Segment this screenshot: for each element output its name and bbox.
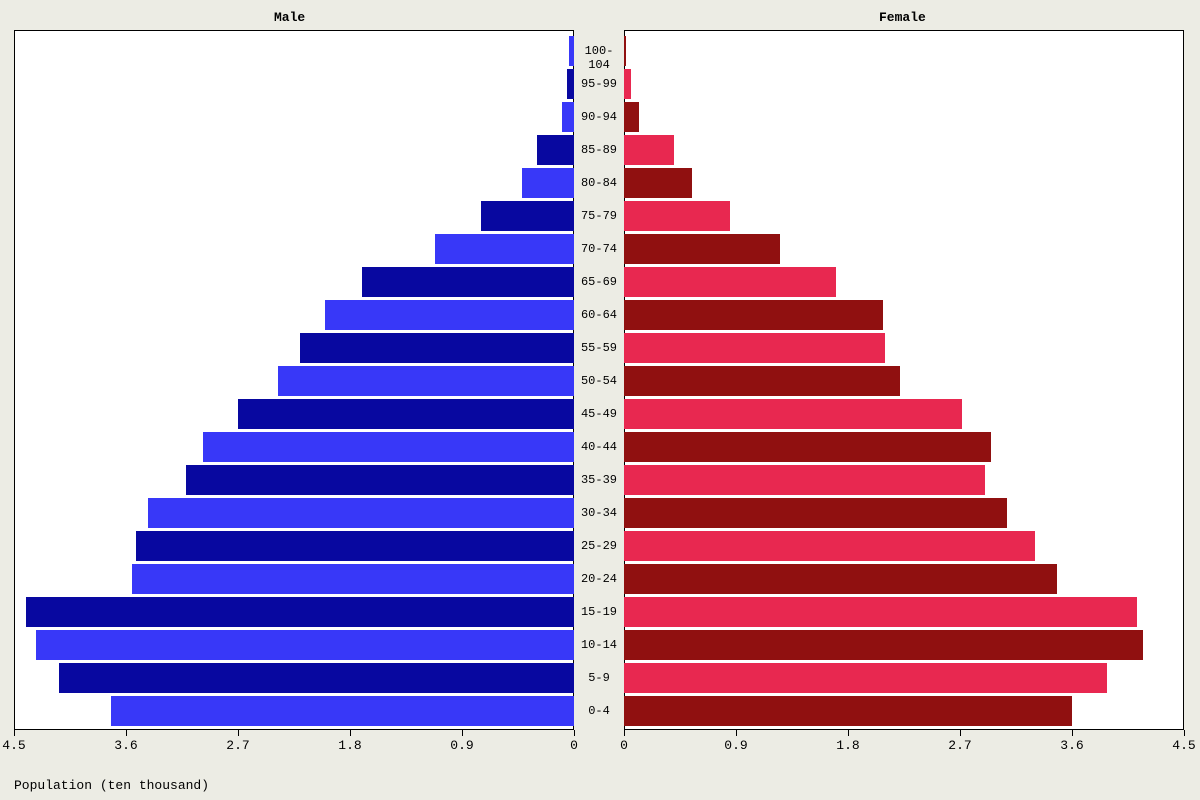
female-bar	[624, 432, 991, 462]
female-bar	[624, 168, 692, 198]
male-bar	[186, 465, 574, 495]
age-label: 0-4	[574, 704, 624, 718]
male-bar	[203, 432, 574, 462]
x-tick-mark	[624, 730, 625, 736]
female-bar	[624, 36, 626, 66]
x-tick-label: 4.5	[0, 738, 34, 753]
male-bar	[522, 168, 574, 198]
female-bar	[624, 201, 730, 231]
male-bar	[567, 69, 574, 99]
x-tick-label: 0.9	[716, 738, 756, 753]
age-label: 20-24	[574, 572, 624, 586]
male-bar	[238, 399, 574, 429]
age-label: 5-9	[574, 671, 624, 685]
x-tick-label: 0	[554, 738, 594, 753]
x-tick-mark	[1184, 730, 1185, 736]
age-label: 60-64	[574, 308, 624, 322]
age-label: 25-29	[574, 539, 624, 553]
male-bar	[537, 135, 574, 165]
age-label: 85-89	[574, 143, 624, 157]
age-label: 65-69	[574, 275, 624, 289]
female-title: Female	[879, 10, 926, 25]
x-tick-mark	[350, 730, 351, 736]
male-bar	[136, 531, 574, 561]
female-bar	[624, 300, 883, 330]
male-bar	[26, 597, 574, 627]
male-title: Male	[274, 10, 305, 25]
x-tick-label: 1.8	[330, 738, 370, 753]
female-bar	[624, 696, 1072, 726]
age-label: 100-104	[574, 44, 624, 72]
female-bar	[624, 366, 900, 396]
x-tick-label: 2.7	[940, 738, 980, 753]
female-bar	[624, 135, 674, 165]
age-label: 10-14	[574, 638, 624, 652]
male-bar	[562, 102, 574, 132]
x-tick-mark	[736, 730, 737, 736]
male-bar	[362, 267, 574, 297]
age-label: 70-74	[574, 242, 624, 256]
female-bar	[624, 564, 1057, 594]
age-label: 30-34	[574, 506, 624, 520]
male-bar	[278, 366, 574, 396]
female-bar	[624, 69, 631, 99]
x-tick-mark	[1072, 730, 1073, 736]
age-label: 40-44	[574, 440, 624, 454]
age-label: 45-49	[574, 407, 624, 421]
x-tick-label: 4.5	[1164, 738, 1200, 753]
age-label: 75-79	[574, 209, 624, 223]
age-label: 80-84	[574, 176, 624, 190]
female-bar	[624, 630, 1143, 660]
age-label: 35-39	[574, 473, 624, 487]
female-bar	[624, 498, 1007, 528]
male-bar	[132, 564, 574, 594]
male-bar	[111, 696, 574, 726]
male-bar	[36, 630, 574, 660]
age-label: 15-19	[574, 605, 624, 619]
x-tick-mark	[462, 730, 463, 736]
x-tick-mark	[848, 730, 849, 736]
male-bar	[59, 663, 574, 693]
x-tick-label: 0	[604, 738, 644, 753]
x-tick-mark	[960, 730, 961, 736]
female-bar	[624, 267, 836, 297]
male-bar	[148, 498, 574, 528]
x-tick-label: 0.9	[442, 738, 482, 753]
x-tick-mark	[238, 730, 239, 736]
x-tick-mark	[14, 730, 15, 736]
male-bar	[325, 300, 574, 330]
male-bar	[435, 234, 574, 264]
age-label: 50-54	[574, 374, 624, 388]
x-tick-label: 3.6	[1052, 738, 1092, 753]
female-bar	[624, 465, 985, 495]
x-tick-mark	[574, 730, 575, 736]
female-bar	[624, 531, 1035, 561]
x-tick-label: 2.7	[218, 738, 258, 753]
x-tick-label: 3.6	[106, 738, 146, 753]
age-label: 95-99	[574, 77, 624, 91]
female-bar	[624, 663, 1107, 693]
female-bar	[624, 399, 962, 429]
age-label: 55-59	[574, 341, 624, 355]
x-tick-label: 1.8	[828, 738, 868, 753]
female-bar	[624, 234, 780, 264]
male-bar	[300, 333, 574, 363]
x-axis-caption: Population (ten thousand)	[14, 778, 209, 793]
male-bar	[481, 201, 574, 231]
x-tick-mark	[126, 730, 127, 736]
age-label: 90-94	[574, 110, 624, 124]
female-bar	[624, 333, 885, 363]
female-bar	[624, 102, 639, 132]
female-bar	[624, 597, 1137, 627]
